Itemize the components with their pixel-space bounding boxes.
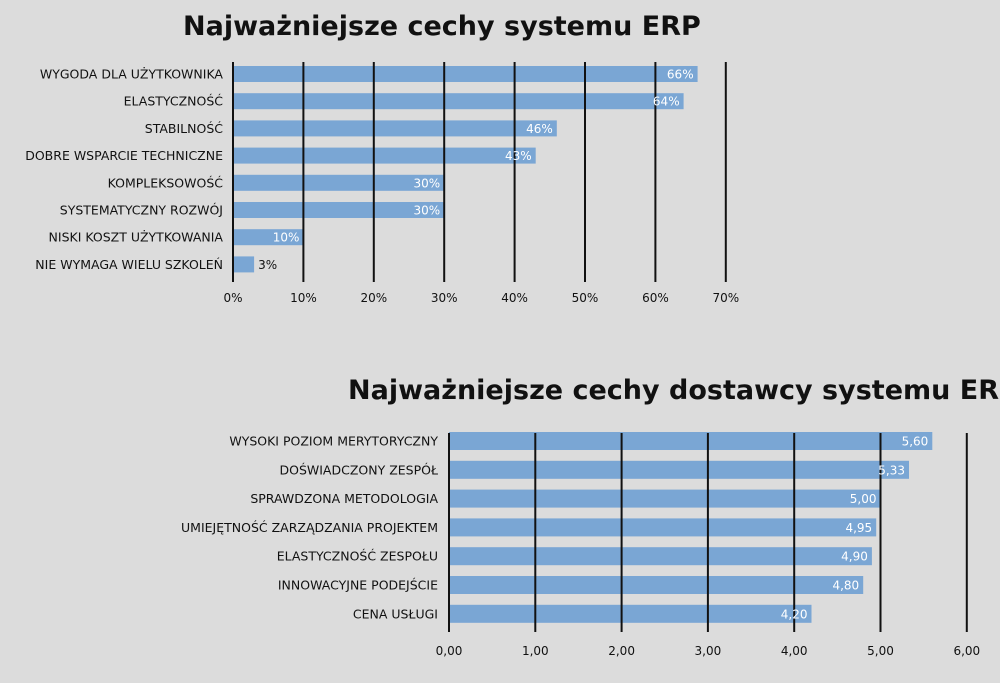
chart-2-value-label: 5,00 <box>850 492 877 506</box>
chart-1-tick-label: 70% <box>712 291 739 305</box>
chart-1-value-label: 46% <box>526 122 553 136</box>
chart-2-category-label: CENA USŁUGI <box>353 606 438 621</box>
chart-2-bar <box>449 489 881 508</box>
chart-2-category-label: INNOWACYJNE PODEJŚCIE <box>278 578 438 593</box>
chart-1-gridlines <box>232 62 727 282</box>
chart-1-value-label: 43% <box>505 149 532 163</box>
chart-1-value-label: 30% <box>414 204 441 218</box>
chart-1-bar <box>233 256 255 273</box>
chart-1-tick-label: 30% <box>431 291 458 305</box>
chart-2-category-labels: WYSOKI POZIOM MERYTORYCZNY DOŚWIADCZONY Z… <box>181 434 438 622</box>
chart-1: 66% 64% 46% 43% 30% 30% 10% 3% WYGODA DLA UŻYTKO… <box>25 62 739 305</box>
chart-1-title: Najważniejsze cechy systemu ERP <box>183 11 701 42</box>
chart-2-value-label: 4,95 <box>845 521 872 535</box>
chart-2-tick-label: 0,00 <box>436 644 463 658</box>
chart-2-tick-label: 3,00 <box>695 644 722 658</box>
chart-2-category-label: SPRAWDZONA METODOLOGIA <box>250 491 438 506</box>
chart-2-value-label: 4,90 <box>841 550 868 564</box>
chart-2-category-label: ELASTYCZNOŚĆ ZESPOŁU <box>277 549 438 564</box>
chart-1-category-label: DOBRE WSPARCIE TECHNICZNE <box>25 148 223 163</box>
chart-1-category-label: KOMPLEKSOWOŚĆ <box>108 175 224 190</box>
chart-1-category-label: NIE WYMAGA WIELU SZKOLEŃ <box>35 257 223 272</box>
chart-2-tick-label: 4,00 <box>781 644 808 658</box>
chart-1-bar <box>233 93 684 110</box>
chart-2-bar <box>449 604 812 623</box>
chart-2-value-label: 5,60 <box>902 435 929 449</box>
chart-2-tick-label: 5,00 <box>867 644 894 658</box>
chart-2-category-label: WYSOKI POZIOM MERYTORYCZNY <box>229 434 438 449</box>
chart-1-bar <box>233 174 445 191</box>
chart-1-category-labels: WYGODA DLA UŻYTKOWNIKA ELASTYCZNOŚĆ STABIL… <box>25 67 223 272</box>
chart-1-bar <box>233 202 445 218</box>
chart-1-bars <box>233 66 698 273</box>
chart-2-tick-label: 6,00 <box>953 644 980 658</box>
chart-1-tick-label: 50% <box>572 291 599 305</box>
chart-1-bar <box>233 229 304 246</box>
chart-2-bar <box>449 518 877 537</box>
chart-2-bar <box>449 432 933 450</box>
chart-2-bar <box>449 576 864 594</box>
chart-1-bar <box>233 147 536 164</box>
chart-2-value-label: 4,20 <box>781 607 808 621</box>
chart-2-bar <box>449 460 909 479</box>
chart-2-gridlines <box>448 433 968 632</box>
chart-1-category-label: ELASTYCZNOŚĆ <box>124 94 224 109</box>
chart-1-category-label: STABILNOŚĆ <box>145 121 224 136</box>
chart-2-value-label: 5,33 <box>878 463 905 477</box>
chart-1-value-label: 10% <box>273 231 300 245</box>
chart-1-tick-label: 20% <box>360 291 387 305</box>
chart-1-value-label: 66% <box>667 68 694 82</box>
chart-2-bars <box>449 432 933 623</box>
chart-2: 5,60 5,33 5,00 4,95 4,90 4,80 4,20 WYSOKI POZIO… <box>181 432 980 658</box>
chart-2-category-label: UMIEJĘTNOŚĆ ZARZĄDZANIA PROJEKTEM <box>181 520 438 535</box>
chart-1-bar <box>233 66 698 82</box>
chart-1-bar <box>233 120 557 137</box>
chart-2-value-labels: 5,60 5,33 5,00 4,95 4,90 4,80 4,20 <box>781 435 929 622</box>
chart-1-category-label: NISKI KOSZT UŻYTKOWANIA <box>49 230 224 245</box>
chart-2-tick-labels: 0,00 1,00 2,00 3,00 4,00 5,00 6,00 <box>436 644 981 658</box>
chart-1-category-label: SYSTEMATYCZNY ROZWÓJ <box>60 203 223 218</box>
chart-2-tick-label: 1,00 <box>522 644 549 658</box>
chart-1-category-label: WYGODA DLA UŻYTKOWNIKA <box>40 67 224 82</box>
chart-1-tick-labels: 0% 10% 20% 30% 40% 50% 60% 70% <box>223 291 739 305</box>
chart-1-tick-label: 0% <box>223 291 242 305</box>
chart-1-tick-label: 40% <box>501 291 528 305</box>
chart-2-value-label: 4,80 <box>832 579 859 593</box>
chart-1-value-label: 3% <box>258 258 277 272</box>
chart-1-value-labels: 66% 64% 46% 43% 30% 30% 10% 3% <box>258 68 693 272</box>
chart-2-title: Najważniejsze cechy dostawcy systemu ERP <box>348 375 1000 406</box>
chart-1-value-label: 30% <box>414 176 441 190</box>
chart-1-tick-label: 60% <box>642 291 669 305</box>
chart-2-tick-label: 2,00 <box>608 644 635 658</box>
chart-1-value-label: 64% <box>653 95 680 109</box>
chart-2-category-label: DOŚWIADCZONY ZESPÓŁ <box>279 462 438 477</box>
chart-2-bar <box>449 547 872 566</box>
chart-1-tick-label: 10% <box>290 291 317 305</box>
